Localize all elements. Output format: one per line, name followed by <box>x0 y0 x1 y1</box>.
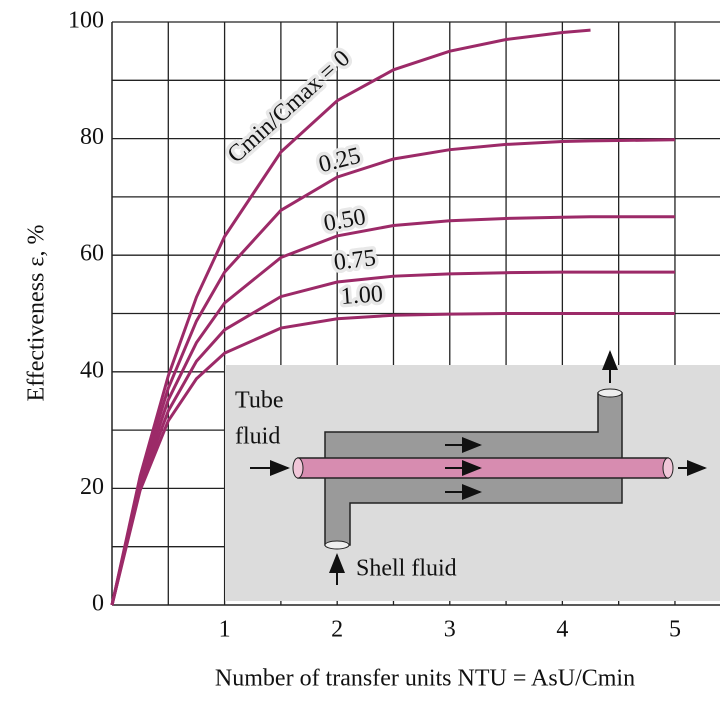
annotation: fluid <box>235 424 280 450</box>
x-tick-label: 3 <box>444 617 456 643</box>
shell-outlet <box>598 389 622 397</box>
x-tick-label: 1 <box>219 617 231 643</box>
tube-inlet <box>293 458 303 478</box>
inset-diagram: Tube fluid Shell fluid <box>225 352 720 601</box>
y-tick-label: 80 <box>80 124 104 150</box>
annotation: Shell fluid <box>356 556 457 582</box>
y-tick-label: 40 <box>80 357 104 383</box>
annotation: Tube <box>235 388 283 414</box>
tube <box>298 458 668 478</box>
x-axis-label: Number of transfer units NTU = AsU/Cmin <box>215 666 635 692</box>
series-label: 1.00 <box>340 281 384 310</box>
series-label: 0.75 <box>332 245 377 276</box>
x-tick-label: 2 <box>331 617 343 643</box>
y-tick-label: 100 <box>68 8 104 34</box>
tube-outlet <box>663 458 673 478</box>
y-tick-label: 0 <box>92 591 104 617</box>
shell-inlet <box>325 541 349 549</box>
y-tick-label: 20 <box>80 474 104 500</box>
x-tick-label: 4 <box>556 617 568 643</box>
y-tick-label: 60 <box>80 241 104 267</box>
chart: Tube fluid Shell fluid Number of transfe… <box>0 0 720 707</box>
x-tick-label: 5 <box>669 617 681 643</box>
series-label: 0.25 <box>316 143 363 178</box>
y-axis-label: Effectiveness ε, % <box>24 225 50 402</box>
